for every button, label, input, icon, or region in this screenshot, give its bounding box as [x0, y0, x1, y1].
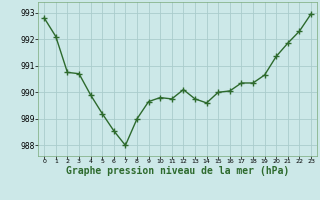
X-axis label: Graphe pression niveau de la mer (hPa): Graphe pression niveau de la mer (hPa): [66, 166, 289, 176]
